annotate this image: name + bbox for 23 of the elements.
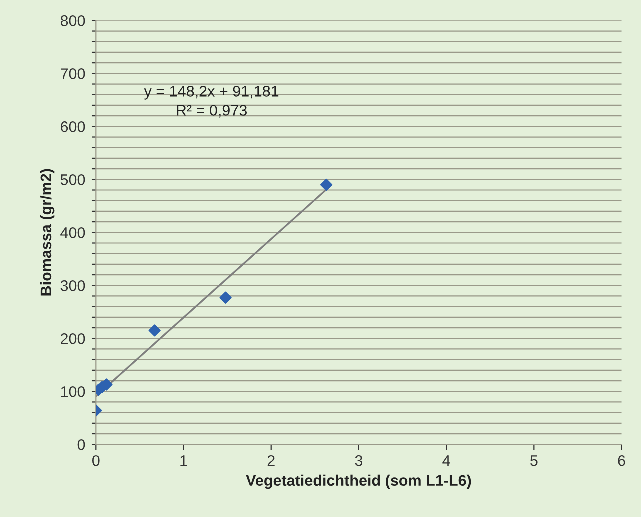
x-tick-label: 0 bbox=[92, 455, 100, 466]
annotation: y = 148,2x + 91,181 bbox=[144, 86, 279, 100]
y-tick-label: 100 bbox=[61, 386, 86, 398]
y-tick-label: 600 bbox=[61, 122, 86, 132]
y-tick-label: 0 bbox=[78, 439, 86, 450]
x-tick-label: 1 bbox=[180, 456, 188, 466]
y-tick-label: 400 bbox=[60, 228, 86, 238]
y-tick-label: 300 bbox=[60, 280, 86, 292]
y-tick-label: 800 bbox=[60, 16, 86, 26]
y-tick-label: 500 bbox=[60, 174, 86, 186]
x-tick-label: 2 bbox=[268, 455, 275, 466]
x-tick-label: 6 bbox=[618, 455, 626, 466]
x-tick-label: 3 bbox=[355, 455, 363, 466]
y-tick-label: 200 bbox=[61, 334, 86, 344]
y-axis-title: Biomassa (gr/m2) bbox=[40, 169, 55, 296]
point bbox=[320, 178, 333, 192]
annotation: R² = 0,973 bbox=[177, 105, 247, 118]
x-tick-label: 5 bbox=[530, 456, 538, 466]
point bbox=[220, 292, 232, 304]
x-tick-label: 4 bbox=[442, 456, 450, 466]
point bbox=[148, 324, 161, 337]
x-axis-title: Vegetatiedichtheid (som L1-L6) bbox=[246, 474, 472, 490]
y-tick-label: 700 bbox=[61, 68, 86, 80]
